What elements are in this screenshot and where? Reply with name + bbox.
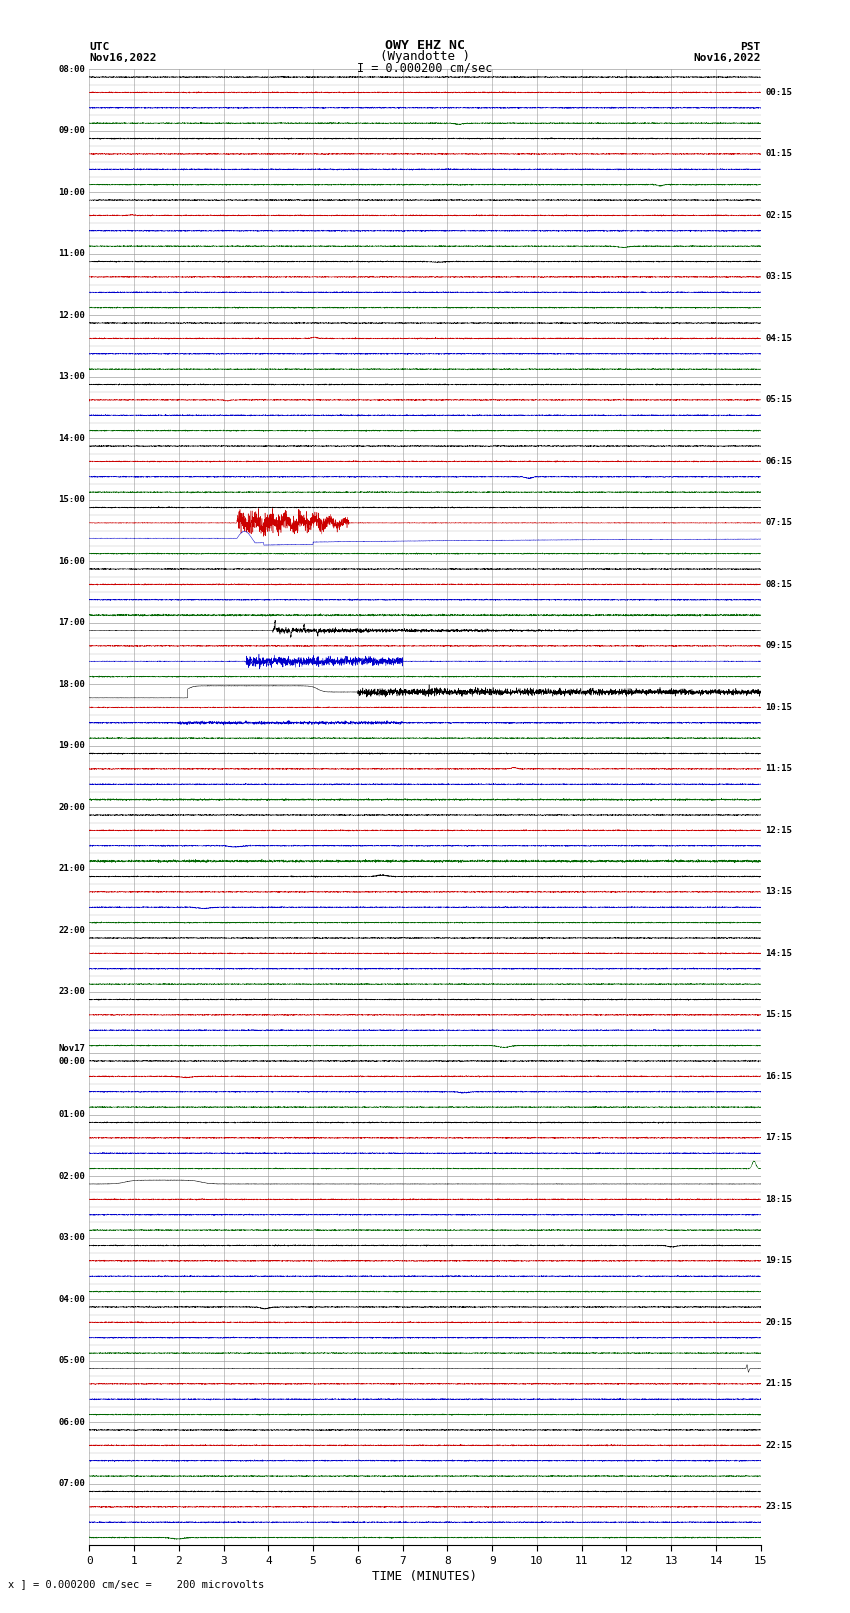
Text: 21:15: 21:15 xyxy=(765,1379,792,1389)
Text: PST: PST xyxy=(740,42,761,52)
Text: 15:15: 15:15 xyxy=(765,1010,792,1019)
Text: 02:15: 02:15 xyxy=(765,211,792,219)
Text: 19:15: 19:15 xyxy=(765,1257,792,1265)
Text: 09:00: 09:00 xyxy=(58,126,85,135)
Text: 17:15: 17:15 xyxy=(765,1134,792,1142)
Text: 06:15: 06:15 xyxy=(765,456,792,466)
Text: Nov16,2022: Nov16,2022 xyxy=(89,53,156,63)
Text: 04:00: 04:00 xyxy=(58,1295,85,1303)
Text: 05:00: 05:00 xyxy=(58,1357,85,1365)
Text: 12:15: 12:15 xyxy=(765,826,792,836)
Text: 11:15: 11:15 xyxy=(765,765,792,773)
Text: 16:15: 16:15 xyxy=(765,1073,792,1081)
Text: 01:00: 01:00 xyxy=(58,1110,85,1119)
Text: 00:00: 00:00 xyxy=(58,1057,85,1066)
Text: 21:00: 21:00 xyxy=(58,865,85,873)
Text: I = 0.000200 cm/sec: I = 0.000200 cm/sec xyxy=(357,61,493,74)
X-axis label: TIME (MINUTES): TIME (MINUTES) xyxy=(372,1569,478,1582)
Text: 03:15: 03:15 xyxy=(765,273,792,281)
Text: (Wyandotte ): (Wyandotte ) xyxy=(380,50,470,63)
Text: 20:00: 20:00 xyxy=(58,803,85,811)
Text: 19:00: 19:00 xyxy=(58,742,85,750)
Text: 23:00: 23:00 xyxy=(58,987,85,997)
Text: 09:15: 09:15 xyxy=(765,642,792,650)
Text: 22:15: 22:15 xyxy=(765,1440,792,1450)
Text: UTC: UTC xyxy=(89,42,110,52)
Text: x ] = 0.000200 cm/sec =    200 microvolts: x ] = 0.000200 cm/sec = 200 microvolts xyxy=(8,1579,264,1589)
Text: 04:15: 04:15 xyxy=(765,334,792,344)
Text: 13:15: 13:15 xyxy=(765,887,792,897)
Text: Nov17: Nov17 xyxy=(58,1044,85,1053)
Text: 16:00: 16:00 xyxy=(58,556,85,566)
Text: 06:00: 06:00 xyxy=(58,1418,85,1428)
Text: 00:15: 00:15 xyxy=(765,89,792,97)
Text: OWY EHZ NC: OWY EHZ NC xyxy=(385,39,465,52)
Text: 11:00: 11:00 xyxy=(58,250,85,258)
Text: 10:15: 10:15 xyxy=(765,703,792,711)
Text: 07:00: 07:00 xyxy=(58,1479,85,1489)
Text: 20:15: 20:15 xyxy=(765,1318,792,1327)
Text: 18:00: 18:00 xyxy=(58,679,85,689)
Text: 07:15: 07:15 xyxy=(765,518,792,527)
Text: 22:00: 22:00 xyxy=(58,926,85,936)
Text: 08:15: 08:15 xyxy=(765,581,792,589)
Text: 18:15: 18:15 xyxy=(765,1195,792,1203)
Text: 03:00: 03:00 xyxy=(58,1234,85,1242)
Text: 01:15: 01:15 xyxy=(765,150,792,158)
Text: 14:00: 14:00 xyxy=(58,434,85,444)
Text: Nov16,2022: Nov16,2022 xyxy=(694,53,761,63)
Text: 13:00: 13:00 xyxy=(58,373,85,381)
Text: 14:15: 14:15 xyxy=(765,948,792,958)
Text: 12:00: 12:00 xyxy=(58,311,85,319)
Text: 02:00: 02:00 xyxy=(58,1171,85,1181)
Text: 05:15: 05:15 xyxy=(765,395,792,405)
Text: 15:00: 15:00 xyxy=(58,495,85,505)
Text: 17:00: 17:00 xyxy=(58,618,85,627)
Text: 10:00: 10:00 xyxy=(58,187,85,197)
Text: 08:00: 08:00 xyxy=(58,65,85,74)
Text: 23:15: 23:15 xyxy=(765,1502,792,1511)
